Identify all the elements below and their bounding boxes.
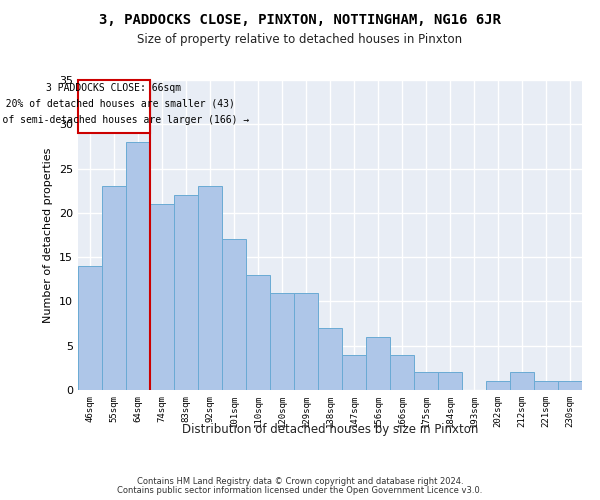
- Bar: [102, 186, 126, 390]
- Text: Contains public sector information licensed under the Open Government Licence v3: Contains public sector information licen…: [118, 486, 482, 495]
- Bar: [174, 195, 198, 390]
- Bar: [438, 372, 462, 390]
- Y-axis label: Number of detached properties: Number of detached properties: [43, 148, 53, 322]
- Bar: [222, 240, 246, 390]
- Text: 3 PADDOCKS CLOSE: 66sqm: 3 PADDOCKS CLOSE: 66sqm: [46, 82, 182, 92]
- Bar: [246, 275, 270, 390]
- Bar: [342, 354, 366, 390]
- Bar: [270, 292, 294, 390]
- Text: 79% of semi-detached houses are larger (166) →: 79% of semi-detached houses are larger (…: [0, 115, 249, 125]
- Bar: [558, 381, 582, 390]
- FancyBboxPatch shape: [78, 80, 150, 133]
- Bar: [150, 204, 174, 390]
- Text: Contains HM Land Registry data © Crown copyright and database right 2024.: Contains HM Land Registry data © Crown c…: [137, 477, 463, 486]
- Bar: [486, 381, 510, 390]
- Bar: [534, 381, 558, 390]
- Bar: [198, 186, 222, 390]
- Bar: [318, 328, 342, 390]
- Bar: [294, 292, 318, 390]
- Bar: [366, 337, 390, 390]
- Bar: [414, 372, 438, 390]
- Bar: [510, 372, 534, 390]
- Text: 3, PADDOCKS CLOSE, PINXTON, NOTTINGHAM, NG16 6JR: 3, PADDOCKS CLOSE, PINXTON, NOTTINGHAM, …: [99, 12, 501, 26]
- Bar: [78, 266, 102, 390]
- Bar: [126, 142, 150, 390]
- Text: Size of property relative to detached houses in Pinxton: Size of property relative to detached ho…: [137, 32, 463, 46]
- Text: Distribution of detached houses by size in Pinxton: Distribution of detached houses by size …: [182, 422, 478, 436]
- Bar: [390, 354, 414, 390]
- Text: ← 20% of detached houses are smaller (43): ← 20% of detached houses are smaller (43…: [0, 99, 235, 109]
